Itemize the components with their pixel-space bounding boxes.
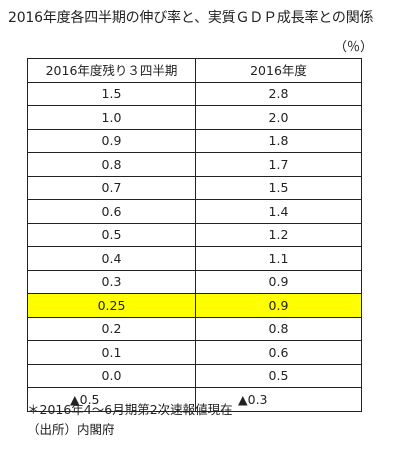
quarterly-rate-cell: 0.9: [27, 128, 196, 153]
table-row: 0.0 0.5: [27, 363, 362, 388]
table-row: 0.1 0.6: [27, 340, 362, 365]
quarterly-rate-cell: 0.2: [27, 316, 196, 341]
footnotes: ＊2016年4～6月期第2次速報値現在 （出所）内閣府: [27, 400, 233, 440]
annual-growth-cell: 1.5: [195, 175, 362, 200]
annual-growth-cell: 0.5: [195, 363, 362, 388]
page-title: 2016年度各四半期の伸び率と、実質ＧＤＰ成長率との関係: [8, 10, 374, 26]
column-header-remaining-quarters: 2016年度残り３四半期: [27, 58, 196, 83]
highlighted-table-row: 0.25 0.9: [27, 293, 362, 318]
quarterly-rate-cell: 1.5: [27, 81, 196, 106]
table-row: 0.8 1.7: [27, 152, 362, 177]
table-row: ▲0.5 ▲0.3: [27, 387, 362, 412]
table-header-row: 2016年度残り３四半期 2016年度: [27, 58, 362, 83]
annual-growth-cell: 1.1: [195, 246, 362, 271]
table-row: 1.5 2.8: [27, 81, 362, 106]
annual-growth-cell: 2.8: [195, 81, 362, 106]
annual-growth-cell: 0.8: [195, 316, 362, 341]
table-row: 1.0 2.0: [27, 105, 362, 130]
quarterly-rate-cell: 0.1: [27, 340, 196, 365]
quarterly-rate-cell: 0.8: [27, 152, 196, 177]
table-row: 0.7 1.5: [27, 175, 362, 200]
quarterly-rate-cell: 0.0: [27, 363, 196, 388]
quarterly-rate-cell: 0.5: [27, 222, 196, 247]
annual-growth-cell: 1.7: [195, 152, 362, 177]
quarterly-rate-cell: 0.4: [27, 246, 196, 271]
quarterly-rate-cell: 1.0: [27, 105, 196, 130]
quarterly-rate-cell: 0.25: [27, 293, 196, 318]
quarterly-rate-cell: 0.7: [27, 175, 196, 200]
unit-label: （％）: [334, 40, 374, 55]
table-row: 0.6 1.4: [27, 199, 362, 224]
annual-growth-cell: 0.9: [195, 269, 362, 294]
annual-growth-cell: 1.4: [195, 199, 362, 224]
quarterly-rate-cell: 0.3: [27, 269, 196, 294]
annual-growth-cell: 2.0: [195, 105, 362, 130]
quarterly-rate-cell: ▲0.5: [27, 387, 196, 412]
table-row: 0.3 0.9: [27, 269, 362, 294]
table-row: 0.5 1.2: [27, 222, 362, 247]
footnote-data-basis: ＊2016年4～6月期第2次速報値現在: [27, 402, 233, 417]
footnote-source: （出所）内閣府: [27, 422, 115, 437]
annual-growth-cell: 1.2: [195, 222, 362, 247]
annual-growth-cell: 1.8: [195, 128, 362, 153]
column-header-fiscal-year: 2016年度: [195, 58, 362, 83]
annual-growth-cell: ▲0.3: [195, 387, 362, 412]
annual-growth-cell: 0.6: [195, 340, 362, 365]
table-row: 0.9 1.8: [27, 128, 362, 153]
annual-growth-cell: 0.9: [195, 293, 362, 318]
growth-rate-table: 2016年度残り３四半期 2016年度 1.5 2.8 1.0 2.0 0.9 …: [27, 58, 362, 412]
table-row: 0.4 1.1: [27, 246, 362, 271]
quarterly-rate-cell: 0.6: [27, 199, 196, 224]
table-row: 0.2 0.8: [27, 316, 362, 341]
